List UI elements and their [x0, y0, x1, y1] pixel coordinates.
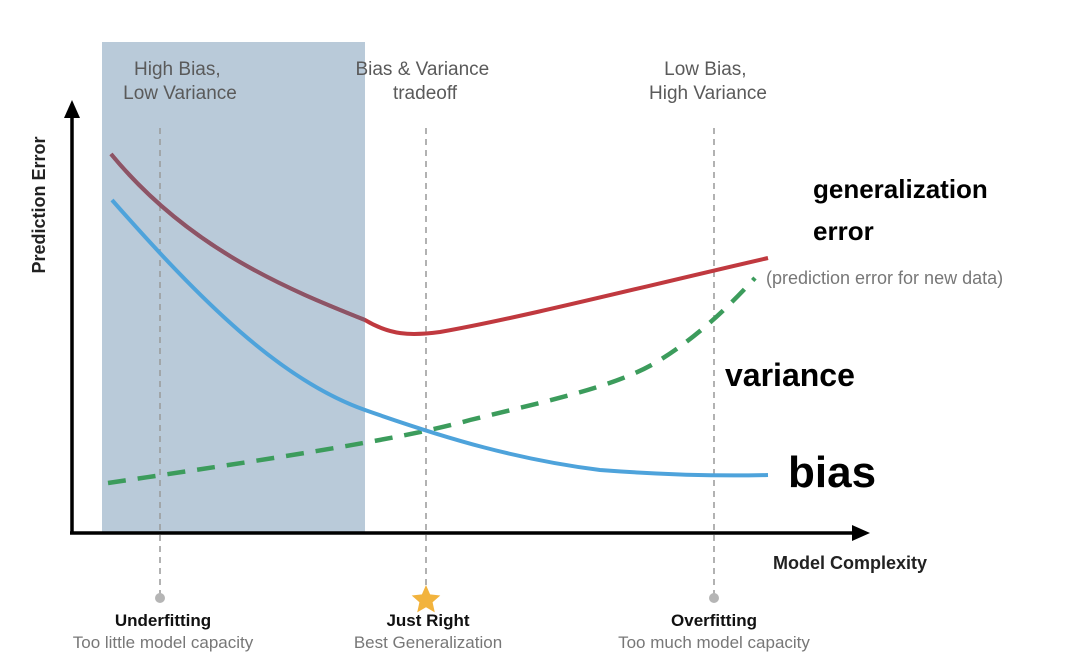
variance-label: variance	[725, 357, 855, 393]
overfitting-marker	[709, 593, 719, 603]
right-region-line2: High Variance	[649, 83, 767, 104]
x-axis-label: Model Complexity	[773, 553, 927, 573]
just-right-title: Just Right	[386, 611, 469, 630]
left-region-line2: Low Variance	[123, 83, 237, 104]
overfitting-title: Overfitting	[671, 611, 757, 630]
underfitting-title: Underfitting	[115, 611, 211, 630]
generalization-error-label: generalization error	[813, 174, 995, 246]
left-region-label: High Bias, Low Variance	[123, 59, 237, 104]
generalization-label-line1: generalization	[813, 174, 988, 204]
bias-label: bias	[788, 448, 876, 497]
high-bias-region	[102, 42, 365, 532]
generalization-label-line2: error	[813, 216, 874, 246]
middle-region-line1: Bias & Variance	[355, 59, 489, 80]
underfitting-subtitle: Too little model capacity	[73, 633, 254, 652]
generalization-error-curve-shaded	[109, 152, 366, 322]
y-axis-label: Prediction Error	[29, 136, 49, 273]
middle-region-line2: tradeoff	[393, 83, 458, 104]
x-axis-arrow-icon	[852, 525, 870, 541]
right-region-label: Low Bias, High Variance	[649, 59, 767, 104]
star-icon	[411, 585, 441, 613]
bias-curve	[110, 198, 769, 478]
overfitting-subtitle: Too much model capacity	[618, 633, 810, 652]
just-right-subtitle: Best Generalization	[354, 633, 502, 652]
middle-region-label: Bias & Variance tradeoff	[355, 59, 494, 104]
underfitting-marker	[155, 593, 165, 603]
generalization-note: (prediction error for new data)	[766, 268, 1003, 288]
y-axis-arrow-icon	[64, 100, 80, 118]
variance-curve	[107, 276, 757, 486]
right-region-line1: Low Bias,	[664, 59, 746, 80]
left-region-line1: High Bias,	[134, 59, 221, 80]
